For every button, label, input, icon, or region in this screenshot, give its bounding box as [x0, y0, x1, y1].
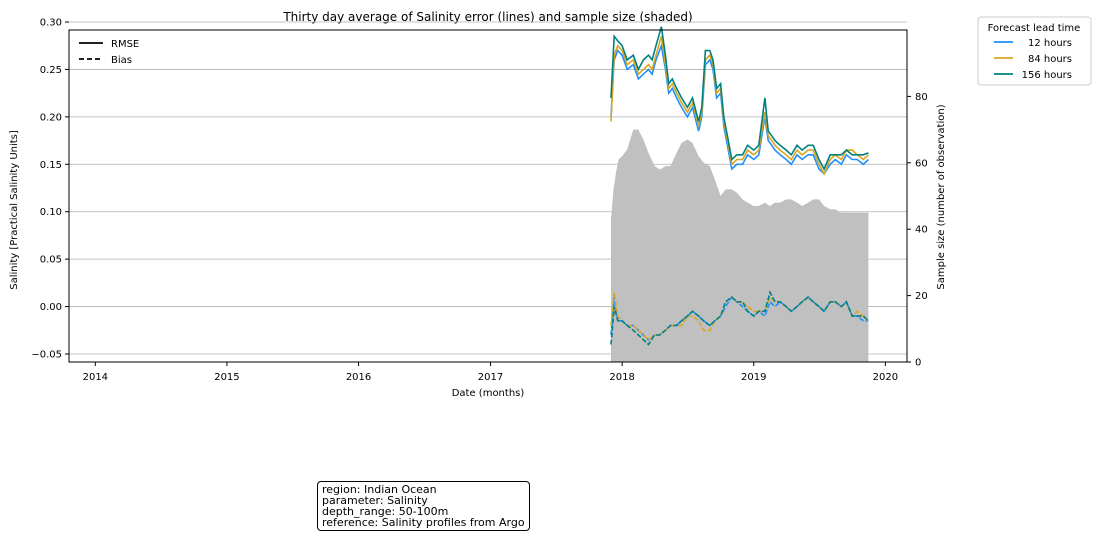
x-tick-label: 2016 [346, 372, 371, 383]
y2-tick-label: 0 [915, 358, 921, 369]
x-tick-label: 2014 [83, 372, 108, 383]
metric-legend-rmse-label: RMSE [111, 39, 139, 50]
info-reference: reference: Salinity profiles from Argo [322, 516, 525, 529]
y2-axis-label: Sample size (number of observation) [936, 104, 947, 289]
x-axis-label: Date (months) [452, 388, 525, 399]
y-tick-label: −0.05 [31, 350, 62, 361]
y2-tick-label: 20 [915, 291, 928, 302]
series-legend-frame [977, 16, 1092, 86]
info-region: region: Indian Ocean [322, 483, 437, 496]
plot-frame [68, 29, 908, 363]
metric-legend-bias-label: Bias [111, 55, 132, 66]
y-tick-label: 0.05 [40, 255, 62, 266]
y-axis-label: Salinity [Practical Salinity Units] [9, 130, 20, 290]
info-box: region: Indian Ocean parameter: Salinity… [317, 481, 530, 531]
x-tick-label: 2018 [609, 372, 634, 383]
series-legend-label-156-hours: 156 hours [1022, 70, 1072, 81]
sample-size-area [610, 129, 869, 362]
chart-title: Thirty day average of Salinity error (li… [282, 10, 692, 24]
y-tick-label: 0.10 [40, 207, 62, 218]
rmse-line-84-hours [610, 35, 869, 176]
y2-tick-label: 60 [915, 158, 928, 169]
series-legend-label-84-hours: 84 hours [1028, 54, 1072, 65]
y-tick-label: 0.00 [40, 302, 62, 313]
info-parameter: parameter: Salinity [322, 494, 428, 507]
rmse-line-12-hours [610, 42, 869, 176]
rmse-line-156-hours [610, 26, 869, 171]
x-tick-label: 2015 [214, 372, 239, 383]
plot-area: −0.05 0.00 0.05 0.10 0.15 0.20 0.25 0.30 0 20 40 60… [31, 18, 927, 384]
info-depth-range: depth_range: 50-100m [322, 505, 449, 518]
series-legend-label-12-hours: 12 hours [1028, 38, 1072, 49]
x-tick-label: 2019 [741, 372, 766, 383]
y-tick-label: 0.20 [40, 112, 62, 123]
y-tick-label: 0.25 [40, 65, 62, 76]
x-tick-label: 2017 [478, 372, 503, 383]
series-legend: Forecast lead time 12 hours 84 hours 156 h… [977, 16, 1092, 86]
metric-legend: RMSE Bias [79, 39, 139, 66]
bias-line-156-hours [610, 290, 869, 346]
y-tick-label: 0.30 [40, 18, 62, 29]
x-tick-label: 2020 [873, 372, 898, 383]
y-tick-label: 0.15 [40, 160, 62, 171]
series-legend-title: Forecast lead time [988, 23, 1081, 34]
y2-tick-label: 80 [915, 92, 928, 103]
y2-tick-label: 40 [915, 225, 928, 236]
